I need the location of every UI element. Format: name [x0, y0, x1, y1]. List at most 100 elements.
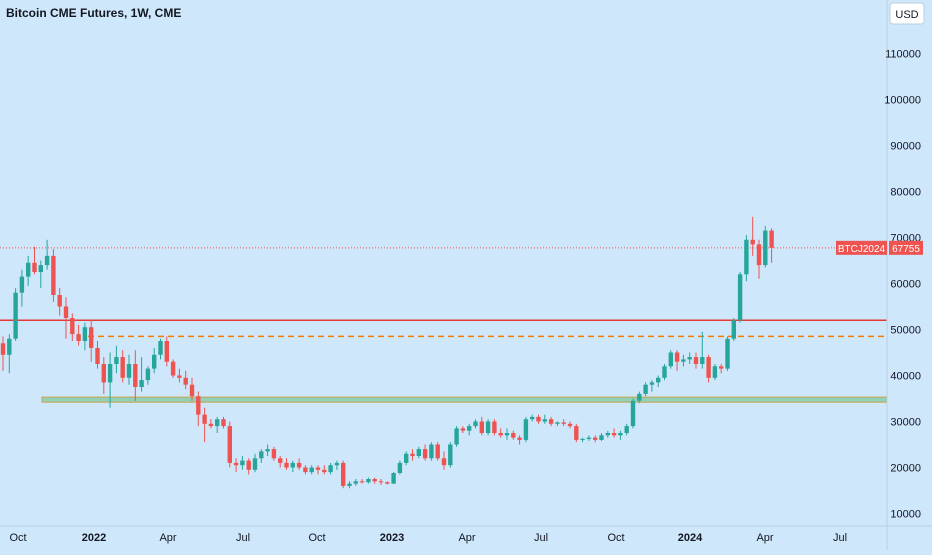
x-tick-label: Jul — [236, 532, 250, 544]
candle — [353, 479, 358, 486]
candle-body — [668, 352, 673, 367]
candle-body — [416, 449, 421, 456]
candle-body — [51, 255, 56, 295]
candle-body — [347, 483, 352, 486]
candle — [700, 331, 705, 369]
candle-body — [252, 458, 258, 470]
candle — [63, 297, 69, 339]
candle — [504, 428, 510, 440]
candle-body — [202, 414, 207, 424]
candle-body — [479, 421, 484, 433]
currency-button[interactable]: USD — [889, 2, 925, 25]
candle-body — [693, 357, 699, 364]
candle — [731, 318, 736, 341]
candle-body — [107, 364, 113, 383]
candle-body — [164, 341, 169, 362]
candle-body — [32, 262, 37, 272]
y-tick-label: 110000 — [885, 49, 921, 61]
candle-body — [246, 460, 251, 470]
last-price-tag-bg — [889, 240, 923, 255]
candle-body — [542, 419, 547, 422]
candle-body — [391, 473, 396, 484]
candle-body — [498, 433, 503, 436]
candle — [391, 472, 396, 485]
y-tick-label: 20000 — [890, 463, 921, 475]
candle — [114, 345, 119, 374]
candle-body — [208, 423, 214, 427]
candle — [252, 453, 258, 473]
candle-body — [378, 481, 384, 483]
x-tick-label: Oct — [9, 532, 26, 544]
candle-body — [38, 265, 43, 272]
candle-body — [133, 364, 138, 387]
candle — [542, 414, 547, 424]
candle — [240, 456, 245, 470]
candle — [706, 354, 711, 383]
candle-body — [460, 428, 466, 431]
candle — [170, 359, 176, 378]
candle — [89, 320, 94, 362]
candle-body — [271, 449, 277, 459]
candle — [567, 421, 573, 429]
candle-body — [0, 343, 6, 355]
candle — [662, 364, 667, 381]
candle — [189, 377, 195, 401]
candle — [624, 423, 629, 436]
candle-body — [372, 479, 377, 482]
candle-body — [580, 438, 585, 440]
candle-body — [322, 469, 327, 473]
candle-body — [593, 437, 598, 440]
candle-body — [744, 239, 749, 275]
candle — [208, 419, 214, 429]
candle — [259, 449, 264, 463]
candle-body — [101, 364, 106, 383]
candle-body — [674, 352, 680, 362]
y-tick-label: 80000 — [890, 187, 921, 199]
candle-body — [152, 354, 157, 369]
candle-body — [290, 462, 295, 468]
candle-body — [139, 380, 144, 387]
candle-body — [303, 467, 308, 473]
candle — [19, 269, 25, 307]
candle-body — [259, 451, 264, 459]
candle-body — [221, 419, 226, 427]
candle-body — [523, 419, 529, 440]
candle — [681, 354, 686, 367]
candle-body — [296, 462, 302, 468]
candle — [511, 430, 516, 440]
candle-body — [763, 230, 768, 266]
candle-body — [630, 400, 636, 427]
y-tick-label: 40000 — [890, 371, 921, 383]
candle — [215, 416, 220, 433]
x-tick-label: 2024 — [678, 532, 703, 544]
chart-title: Bitcoin CME Futures, 1W, CME — [6, 6, 181, 20]
candle — [284, 458, 289, 470]
candle-body — [548, 419, 554, 424]
candle — [725, 336, 730, 371]
candle-body — [410, 453, 415, 456]
candle-body — [504, 433, 510, 436]
candle — [712, 364, 718, 381]
candle — [397, 460, 403, 475]
candle-body — [240, 460, 245, 466]
candle — [756, 239, 762, 279]
candle-body — [309, 467, 314, 473]
y-tick-label: 60000 — [890, 279, 921, 291]
support-zone — [41, 396, 888, 403]
candle — [265, 444, 270, 456]
candle — [246, 458, 251, 475]
x-tick-label: Apr — [159, 532, 176, 544]
y-tick-label: 100000 — [884, 95, 921, 107]
candle — [139, 357, 144, 392]
candle-body — [70, 318, 75, 335]
candle-body — [328, 465, 333, 473]
candle-body — [359, 481, 365, 483]
candle — [435, 442, 440, 461]
candle-body — [599, 435, 604, 440]
candle-body — [700, 357, 705, 364]
candle-body — [284, 462, 289, 468]
candle — [82, 322, 88, 351]
candle — [530, 414, 535, 422]
candle-body — [530, 416, 535, 420]
